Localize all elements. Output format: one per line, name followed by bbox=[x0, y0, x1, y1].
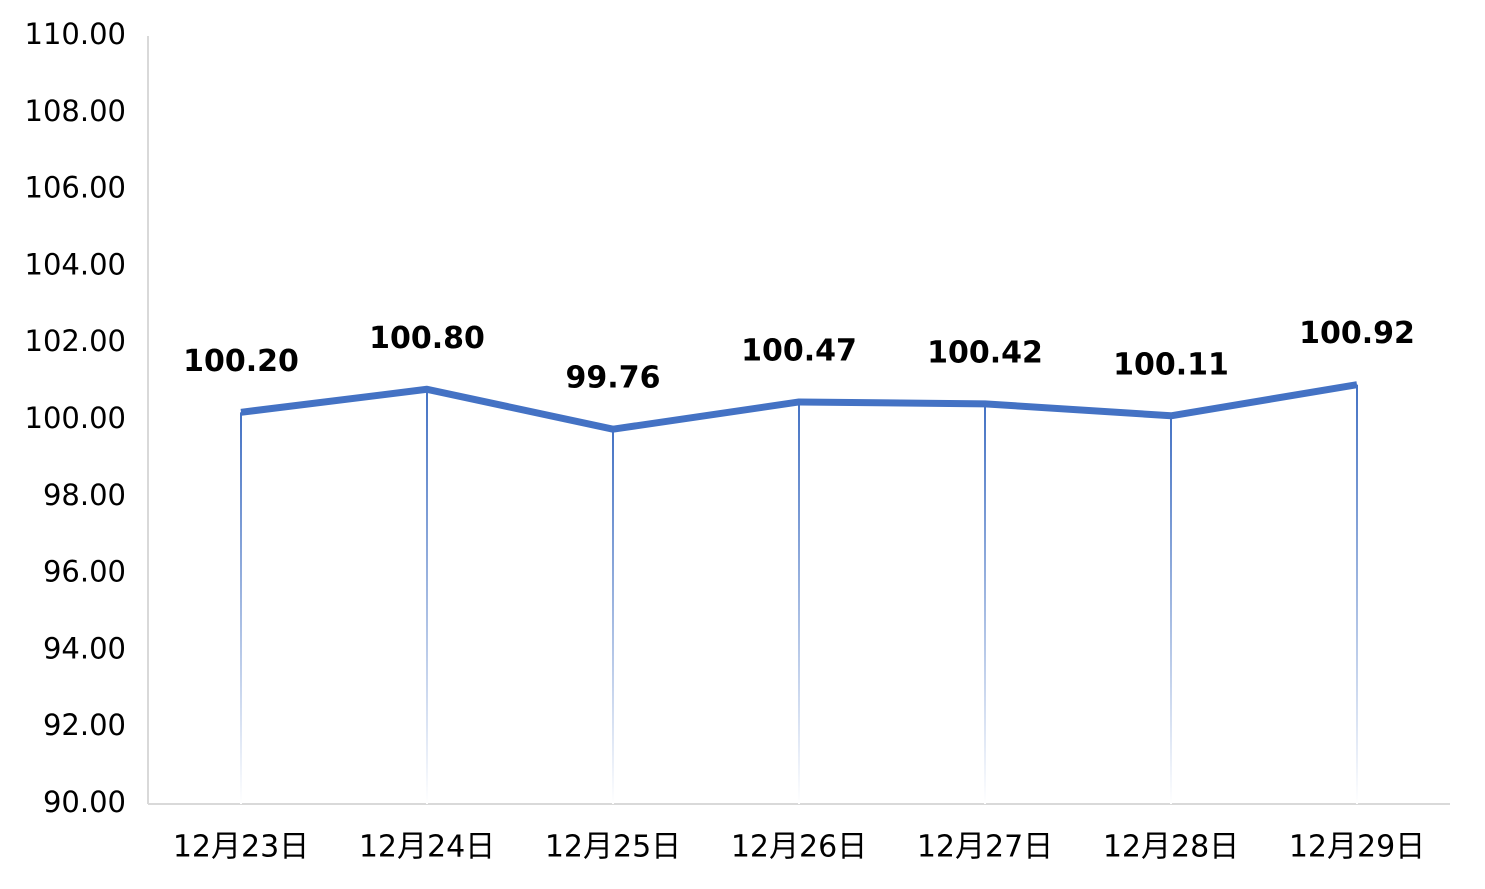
data-label: 100.47 bbox=[741, 333, 857, 368]
drop-line bbox=[612, 429, 614, 804]
x-tick-label: 12月23日 bbox=[173, 830, 309, 865]
x-tick-label: 12月26日 bbox=[731, 830, 867, 865]
y-tick-label: 92.00 bbox=[43, 708, 126, 742]
y-tick-label: 94.00 bbox=[43, 631, 126, 665]
y-tick-label: 90.00 bbox=[43, 785, 126, 819]
x-tick-label: 12月25日 bbox=[545, 830, 681, 865]
data-label: 100.11 bbox=[1113, 347, 1229, 382]
y-tick-label: 106.00 bbox=[25, 171, 126, 205]
x-tick-label: 12月24日 bbox=[359, 830, 495, 865]
y-tick-label: 110.00 bbox=[25, 17, 126, 51]
data-label: 99.76 bbox=[566, 361, 661, 396]
drop-line bbox=[1170, 415, 1172, 804]
drop-line bbox=[798, 401, 800, 804]
x-tick-label: 12月28日 bbox=[1103, 830, 1239, 865]
y-tick-label: 108.00 bbox=[25, 94, 126, 128]
y-tick-label: 98.00 bbox=[43, 478, 126, 512]
drop-line bbox=[984, 403, 986, 804]
data-label: 100.92 bbox=[1299, 316, 1415, 351]
drop-line bbox=[240, 412, 242, 804]
line bbox=[240, 381, 1358, 433]
y-tick-label: 96.00 bbox=[43, 555, 126, 589]
data-label: 100.42 bbox=[927, 335, 1043, 370]
y-tick-label: 104.00 bbox=[25, 247, 126, 281]
x-tick-label: 12月29日 bbox=[1289, 830, 1425, 865]
data-label: 100.80 bbox=[369, 321, 485, 356]
drop-line bbox=[426, 389, 428, 804]
x-tick-label: 12月27日 bbox=[917, 830, 1053, 865]
data-label: 100.20 bbox=[183, 344, 299, 379]
y-tick-label: 102.00 bbox=[25, 324, 126, 358]
y-tick-label: 100.00 bbox=[25, 401, 126, 435]
drop-line bbox=[1356, 384, 1358, 804]
